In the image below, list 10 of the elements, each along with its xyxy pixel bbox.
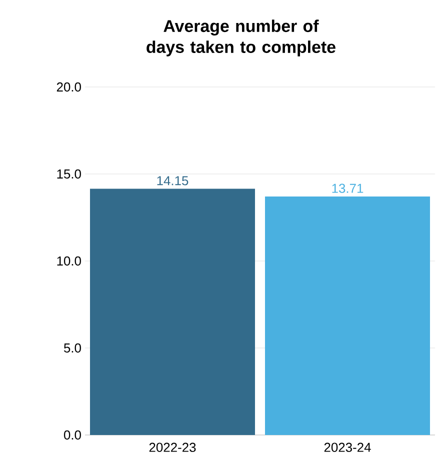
x-tick-label: 2023-24 <box>324 442 371 452</box>
x-tick-label: 2022-23 <box>149 442 196 452</box>
y-tick-label: 0.0 <box>64 430 81 440</box>
chart-title: Average number of days taken to complete <box>146 20 336 56</box>
y-tick-label: 15.0 <box>57 169 81 179</box>
y-tick-label: 5.0 <box>64 343 81 353</box>
y-tick-label: 20.0 <box>56 82 81 92</box>
data-label: 14.15 <box>157 176 188 186</box>
y-tick-label: 10.0 <box>57 256 81 266</box>
data-label: 13.71 <box>332 184 364 193</box>
